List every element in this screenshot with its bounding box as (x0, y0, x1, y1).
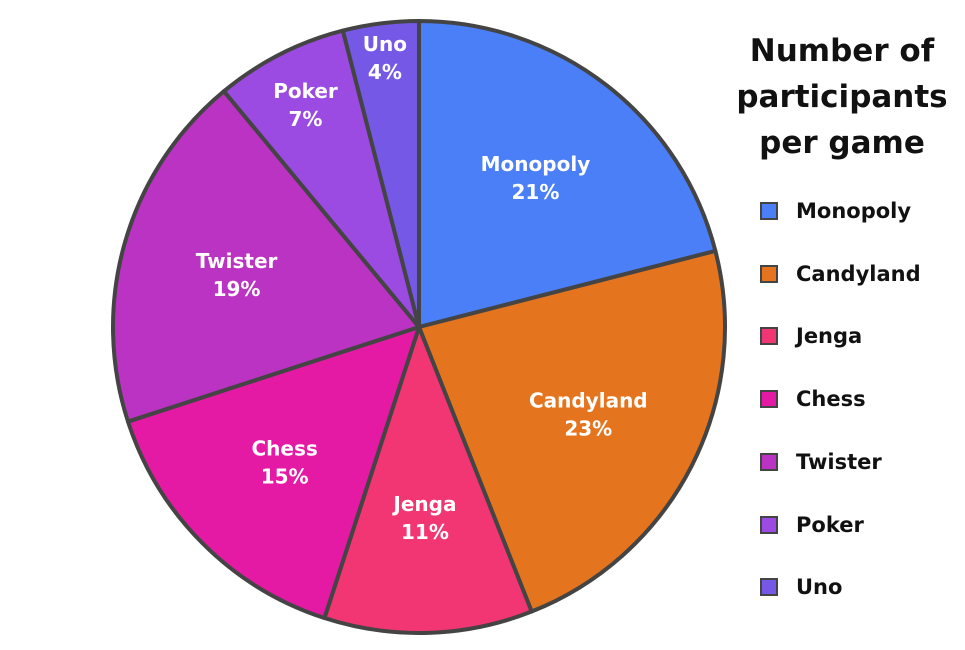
legend-item-twister: Twister (760, 447, 882, 477)
legend: Number of participants per game Monopoly… (724, 28, 960, 599)
legend-swatch-monopoly (760, 202, 778, 220)
legend-item-chess: Chess (760, 384, 866, 414)
slice-label-twister: Twister (196, 249, 278, 273)
slice-label-chess: Chess (252, 436, 318, 460)
legend-label-jenga: Jenga (796, 324, 863, 349)
slice-label-poker: Poker (273, 79, 338, 103)
slice-label-candyland: Candyland (529, 388, 648, 412)
slice-label-jenga: Jenga (391, 492, 456, 516)
legend-item-candyland: Candyland (760, 259, 921, 289)
legend-label-uno: Uno (796, 575, 843, 600)
legend-label-candyland: Candyland (796, 261, 921, 286)
slice-value-jenga: 11% (401, 520, 449, 544)
slice-value-twister: 19% (213, 277, 261, 301)
slice-label-monopoly: Monopoly (481, 152, 591, 176)
chart-title-line-2: participants (736, 79, 948, 115)
legend-swatch-candyland (760, 264, 778, 283)
legend-label-twister: Twister (796, 449, 882, 474)
pie-slice-candyland (417, 248, 727, 614)
legend-item-jenga: Jenga (760, 321, 862, 351)
slice-value-poker: 7% (289, 107, 323, 131)
chart-title: Number of participants per game (724, 28, 960, 166)
legend-swatch-jenga (760, 327, 778, 346)
slice-value-monopoly: 21% (512, 180, 560, 204)
legend-item-uno: Uno (760, 572, 842, 602)
slice-value-uno: 4% (368, 60, 402, 84)
pie-slice-twister (111, 89, 421, 424)
pie-slice-jenga (322, 325, 534, 635)
slice-label-uno: Uno (363, 32, 407, 56)
slice-value-chess: 15% (261, 464, 309, 488)
chart-title-line-1: Number of (749, 33, 935, 69)
legend-label-chess: Chess (796, 387, 866, 412)
pie-slice-uno (340, 19, 421, 329)
legend-swatch-chess (760, 390, 778, 409)
legend-label-monopoly: Monopoly (796, 199, 912, 223)
legend-swatch-uno (760, 578, 778, 597)
slice-value-candyland: 23% (564, 416, 612, 440)
pie-slice-poker (221, 28, 421, 329)
legend-item-poker: Poker (760, 510, 864, 540)
chart-title-line-3: per game (759, 125, 925, 161)
legend-item-monopoly: Monopoly (760, 196, 911, 226)
legend-label-poker: Poker (796, 512, 864, 537)
pie-slice-monopoly (417, 19, 718, 329)
legend-swatch-poker (760, 515, 778, 534)
legend-swatch-twister (760, 452, 778, 471)
